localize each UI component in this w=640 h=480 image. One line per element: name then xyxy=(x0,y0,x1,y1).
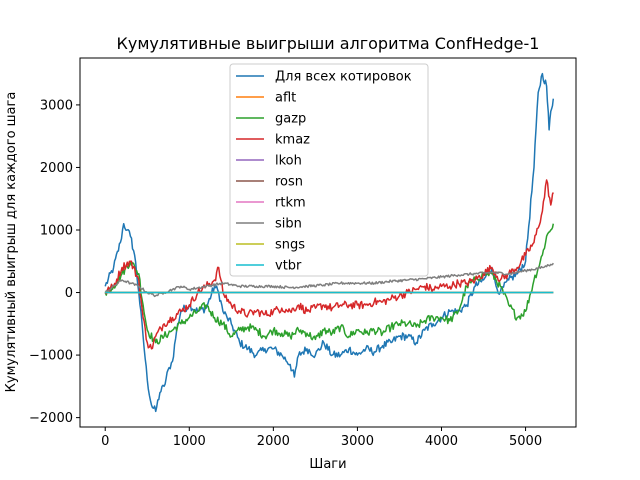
x-tick-label: 4000 xyxy=(425,434,458,449)
series-line-sibn xyxy=(104,262,554,298)
y-axis-label: Кумулятивный выигрыш для каждого шага xyxy=(4,92,19,393)
legend-label-rosn: rosn xyxy=(275,175,303,190)
y-tick-label: 3000 xyxy=(40,98,73,113)
x-axis-label: Шаги xyxy=(309,457,346,472)
x-tick-label: 2000 xyxy=(257,434,290,449)
series-line-kmaz xyxy=(104,179,554,350)
series-layer xyxy=(104,72,555,413)
legend-label-vtbr: vtbr xyxy=(275,259,302,274)
legend-label-lkoh: lkoh xyxy=(275,154,302,169)
legend-label-sngs: sngs xyxy=(275,238,305,253)
y-tick-label: −2000 xyxy=(29,411,73,426)
y-tick-label: 2000 xyxy=(40,161,73,176)
y-ticks: −2000 −1000 0 1000 2000 3000 xyxy=(29,98,80,426)
y-tick-label: 1000 xyxy=(40,223,73,238)
series-line-gazp xyxy=(104,223,555,345)
legend-label-kmaz: kmaz xyxy=(275,133,310,148)
x-tick-label: 0 xyxy=(101,434,109,449)
legend-label-aflt: aflt xyxy=(275,91,296,106)
y-tick-label: 0 xyxy=(65,286,73,301)
chart-title: Кумулятивные выигрыши алгоритма ConfHedg… xyxy=(117,34,540,53)
legend-label-gazp: gazp xyxy=(275,112,306,127)
legend-label-sibn: sibn xyxy=(275,217,302,232)
x-tick-label: 1000 xyxy=(173,434,206,449)
legend-label-Для всех котировок: Для всех котировок xyxy=(275,70,412,85)
legend-frame xyxy=(229,63,429,277)
x-tick-label: 5000 xyxy=(509,434,542,449)
y-tick-label: −1000 xyxy=(29,349,73,364)
legend-label-rtkm: rtkm xyxy=(275,196,306,211)
x-tick-label: 3000 xyxy=(341,434,374,449)
x-ticks: 0 1000 2000 3000 4000 5000 xyxy=(101,427,542,449)
legend: Для всех котировок aflt gazp kmaz lkoh rosn rt… xyxy=(229,63,429,277)
